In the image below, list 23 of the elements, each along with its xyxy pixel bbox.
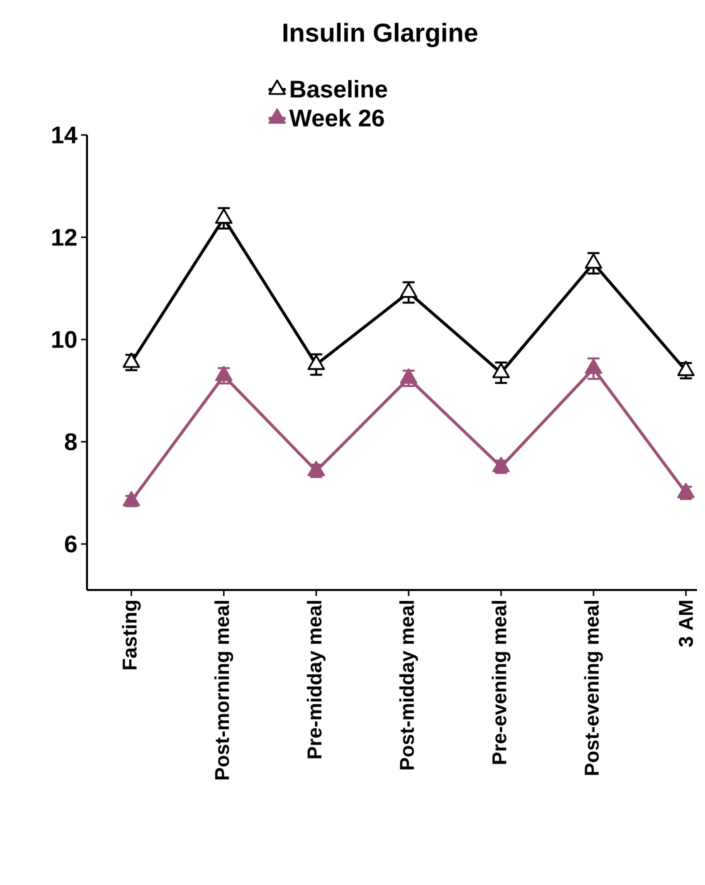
x-tick-label: Fasting xyxy=(122,600,141,670)
y-tick-label: 14 xyxy=(52,126,78,144)
point xyxy=(122,352,140,368)
y-tick-label: 10 xyxy=(52,331,76,348)
chart-title: Insulin Glargine xyxy=(284,22,478,48)
point xyxy=(677,482,695,498)
y-tick-label: 8 xyxy=(64,433,77,450)
y-tick-label: 12 xyxy=(52,228,77,246)
legend-label: Week 26 xyxy=(289,108,384,127)
x-tick-label: Pre-evening meal xyxy=(492,600,510,764)
point xyxy=(122,491,140,506)
x-tick-label: Post-morning meal xyxy=(214,600,234,780)
x-tick-label: Pre-midday meal xyxy=(306,600,326,758)
x-tick-label: 3 AM xyxy=(678,600,693,647)
point xyxy=(677,360,695,376)
point xyxy=(492,456,510,472)
legend-label: Baseline xyxy=(290,80,388,98)
point xyxy=(308,460,325,476)
x-tick-label: Post-evening meal xyxy=(584,600,603,775)
y-tick-label: 6 xyxy=(64,535,77,552)
point xyxy=(215,366,232,382)
x-tick-label: Post-midday meal xyxy=(399,600,418,770)
point xyxy=(400,368,418,384)
